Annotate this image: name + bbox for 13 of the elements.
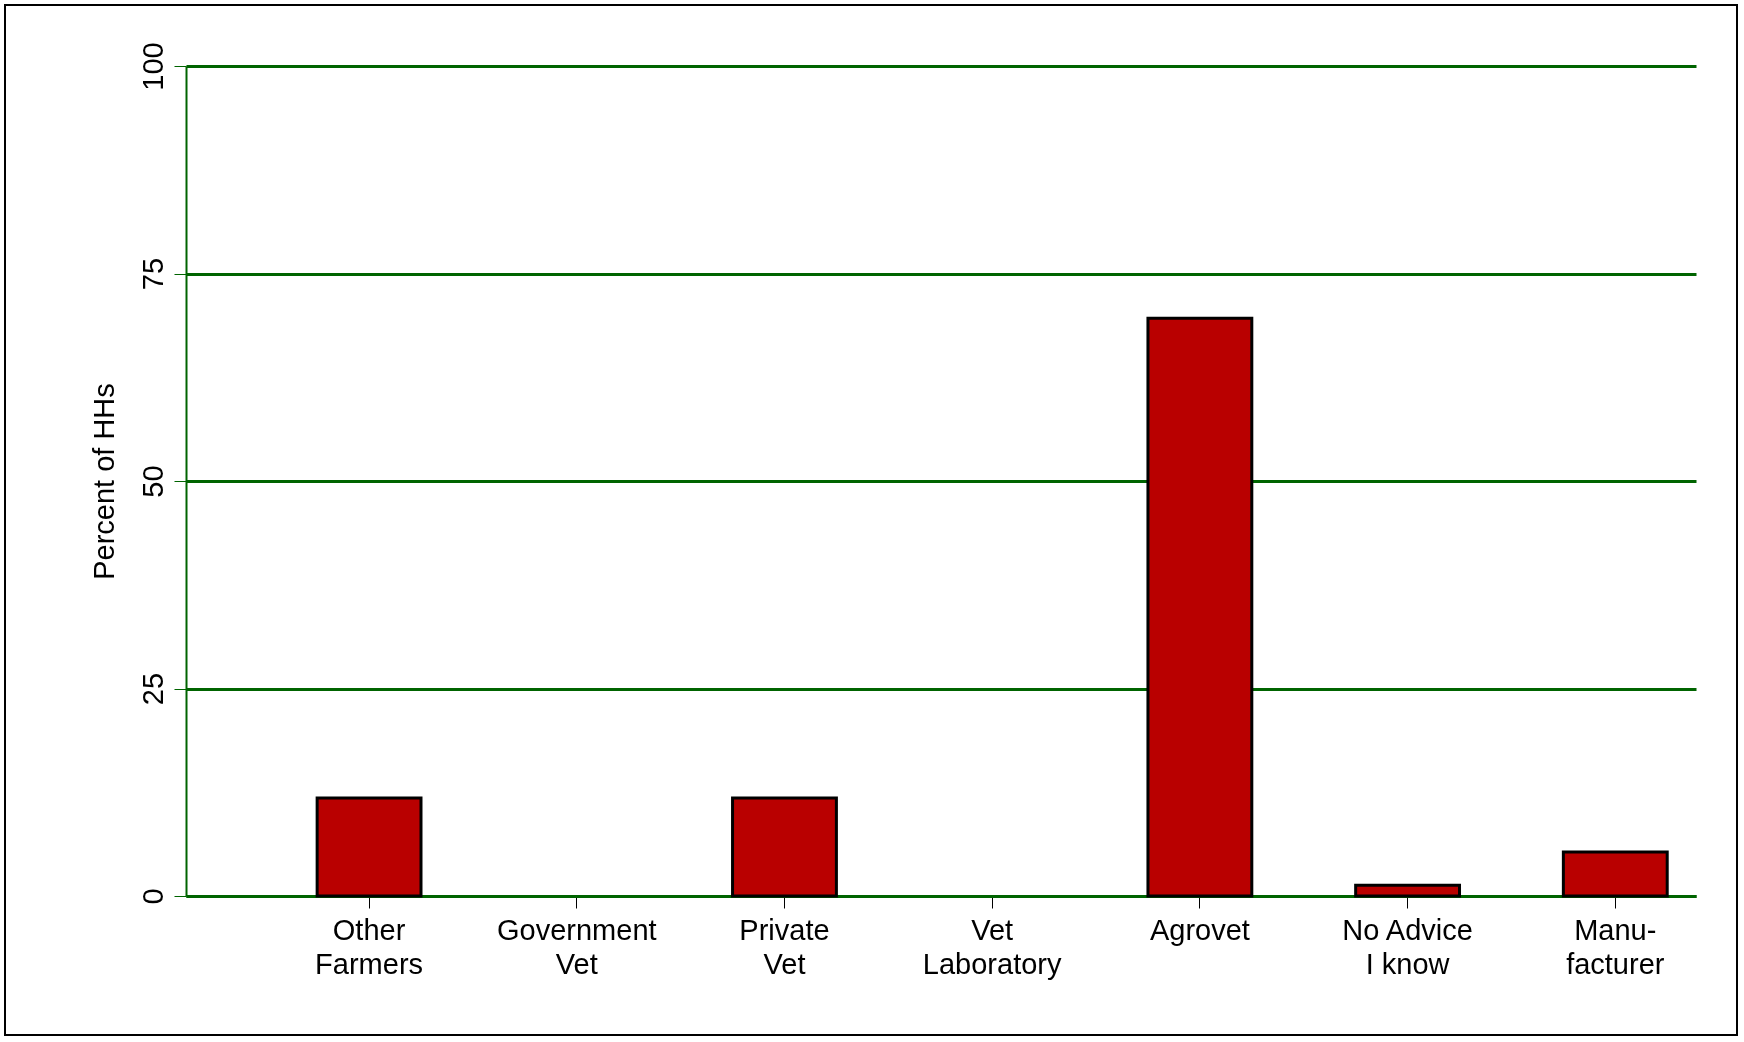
y-tick-label: 50: [136, 465, 169, 498]
x-tick-label: No Advice I know: [1342, 913, 1473, 980]
y-tick-label: 75: [136, 257, 169, 291]
y-tick-label: 0: [136, 888, 169, 905]
x-tick-label: Government Vet: [496, 913, 657, 980]
x-tick-label: Manu- facturer: [1566, 913, 1665, 980]
x-tick-label: Vet Laboratory: [922, 913, 1062, 980]
y-tick-label: 25: [136, 672, 169, 706]
x-tick-label: Other Farmers: [315, 913, 424, 980]
y-tick-label: 100: [136, 42, 169, 91]
y-axis-title: Percent of HHs: [87, 383, 120, 580]
x-tick-label: Agrovet: [1149, 913, 1250, 946]
x-tick-label: Private Vet: [739, 913, 830, 980]
